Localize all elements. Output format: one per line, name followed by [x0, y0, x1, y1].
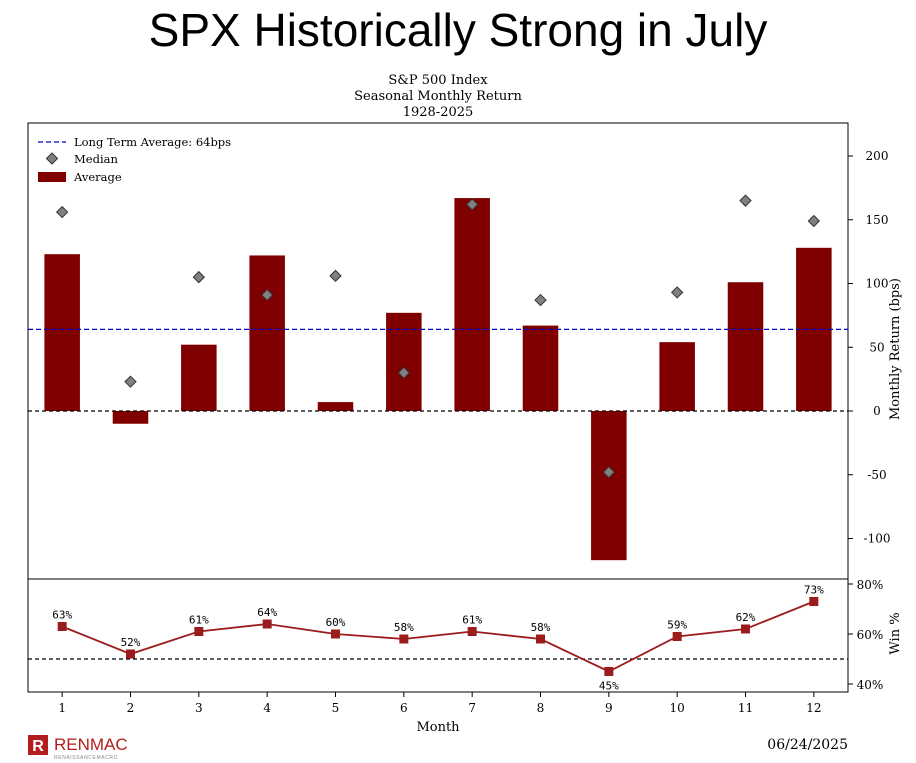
- x-tick-label: 8: [537, 701, 545, 715]
- y-tick-label: 200: [866, 149, 889, 163]
- win-y-tick-label: 60%: [857, 628, 884, 642]
- win-rate-marker: [672, 632, 682, 641]
- y-tick-label: 100: [866, 277, 889, 291]
- median-marker: [260, 288, 274, 302]
- median-marker: [55, 205, 69, 219]
- chart-title-line: S&P 500 Index: [388, 73, 488, 88]
- average-bar: [591, 411, 627, 561]
- logo-mark: R: [32, 738, 44, 755]
- average-bar: [249, 255, 285, 411]
- median-marker: [602, 465, 616, 479]
- median-marker: [739, 194, 752, 207]
- average-bar: [44, 254, 80, 411]
- report-date: 06/24/2025: [767, 737, 848, 753]
- chart-title-line: 1928-2025: [403, 105, 474, 120]
- median-marker: [397, 366, 411, 379]
- x-tick-label: 10: [670, 701, 685, 715]
- win-rate-label: 73%: [804, 584, 824, 597]
- median-marker: [807, 214, 821, 228]
- legend-label: Average: [73, 170, 122, 184]
- average-bar: [454, 198, 490, 411]
- y-tick-label: -50: [867, 468, 886, 482]
- logo-mark-box: [28, 735, 48, 755]
- win-rate-label: 61%: [189, 614, 209, 627]
- average-bar: [659, 342, 695, 411]
- x-tick-label: 3: [195, 701, 203, 715]
- median-marker: [329, 269, 342, 283]
- y-tick-label: -100: [864, 532, 891, 546]
- win-rate-marker: [399, 634, 409, 644]
- x-tick-label: 1: [58, 701, 66, 715]
- x-tick-label: 9: [605, 701, 613, 715]
- legend-median-swatch: [45, 152, 59, 165]
- chart-title-line: Seasonal Monthly Return: [354, 89, 522, 104]
- win-rate-marker: [331, 629, 340, 639]
- legend-label: Median: [74, 152, 118, 166]
- win-rate-marker: [809, 597, 819, 606]
- median-marker: [670, 286, 684, 299]
- win-rate-label: 59%: [667, 619, 687, 632]
- x-tick-label: 6: [400, 701, 408, 715]
- logo-name: RENMAC: [54, 735, 128, 754]
- y-axis-label: Monthly Return (bps): [888, 278, 903, 420]
- average-bar: [181, 344, 217, 411]
- win-y-tick-label: 80%: [857, 578, 884, 592]
- average-bar: [317, 402, 354, 411]
- x-tick-label: 11: [738, 701, 753, 715]
- x-axis-label: Month: [416, 720, 460, 735]
- average-bar: [522, 325, 559, 411]
- win-y-axis-label: Win %: [888, 612, 903, 654]
- win-rate-label: 45%: [599, 680, 619, 693]
- y-tick-label: 150: [866, 213, 889, 227]
- returns-panel-frame: [27, 122, 849, 580]
- win-rate-marker: [604, 667, 614, 676]
- win-y-tick-label: 40%: [857, 678, 884, 692]
- win-rate-marker: [467, 627, 477, 636]
- legend-label: Long Term Average: 64bps: [74, 135, 231, 149]
- win-rate-marker: [262, 619, 272, 629]
- win-rate-marker: [194, 627, 204, 636]
- win-rate-label: 60%: [326, 616, 346, 629]
- average-bar: [727, 282, 764, 411]
- median-marker: [124, 375, 137, 388]
- x-tick-label: 4: [263, 701, 271, 715]
- win-rate-marker: [741, 624, 750, 634]
- x-tick-label: 5: [332, 701, 340, 715]
- win-rate-label: 58%: [394, 621, 414, 634]
- y-tick-label: 50: [869, 340, 884, 354]
- x-tick-label: 12: [806, 701, 821, 715]
- win-rate-marker: [536, 634, 545, 644]
- median-marker: [465, 198, 479, 211]
- win-rate-line: [61, 600, 815, 673]
- average-bar: [112, 411, 149, 424]
- x-tick-label: 2: [127, 701, 135, 715]
- median-marker: [192, 270, 206, 284]
- median-marker: [534, 293, 547, 307]
- y-tick-label: 0: [873, 404, 881, 418]
- win-rate-label: 62%: [736, 611, 756, 624]
- legend-average-swatch: [38, 172, 66, 182]
- win-rate-label: 64%: [257, 606, 277, 619]
- win-rate-marker: [126, 649, 135, 659]
- slide-title: SPX Historically Strong in July: [148, 4, 768, 56]
- win-rate-label: 63%: [52, 609, 72, 622]
- x-tick-label: 7: [468, 701, 476, 715]
- win-rate-label: 52%: [121, 636, 141, 649]
- win-rate-label: 61%: [462, 614, 482, 627]
- win-rate-marker: [57, 622, 67, 631]
- win-rate-label: 58%: [531, 621, 551, 634]
- average-bar: [386, 312, 422, 411]
- win-panel-frame: [27, 578, 849, 693]
- logo-tagline: RENAISSANCEMACRO: [54, 755, 118, 761]
